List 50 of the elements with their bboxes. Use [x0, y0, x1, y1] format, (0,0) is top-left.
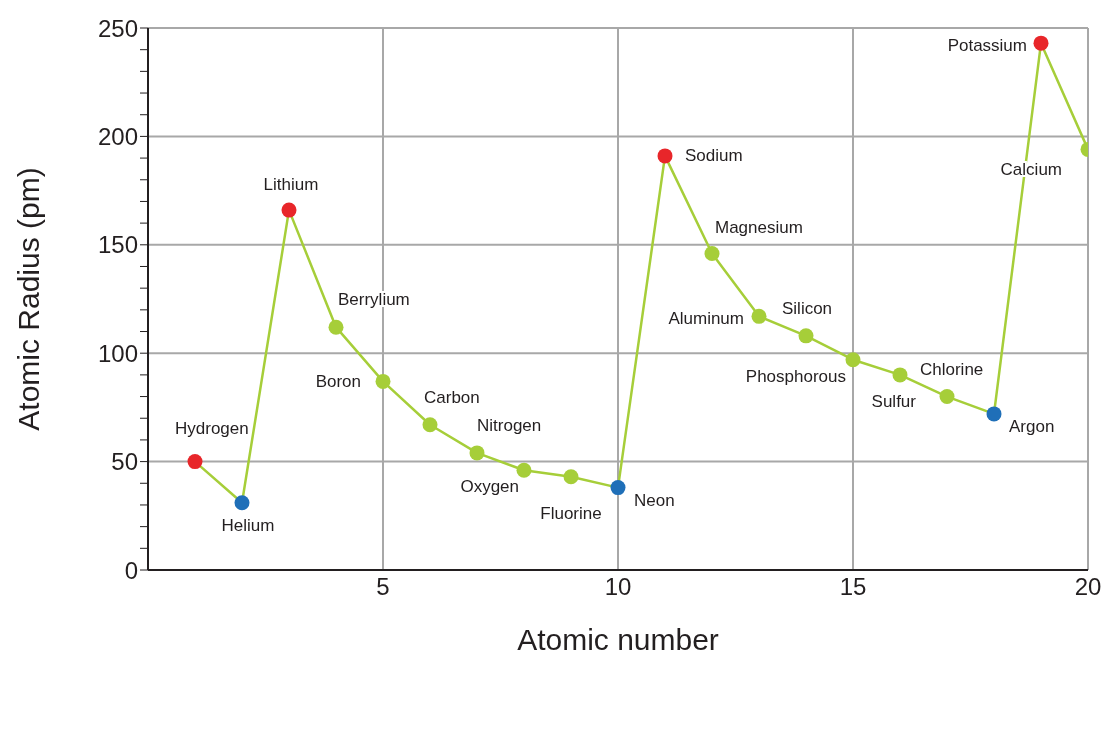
x-axis-title: Atomic number — [517, 623, 719, 656]
annotation: Berrylium — [338, 290, 410, 310]
point — [751, 308, 767, 324]
point — [892, 367, 908, 383]
y-tick-label: 250 — [97, 14, 138, 42]
annotation: Carbon — [424, 387, 480, 407]
annotation: Potassium — [947, 36, 1027, 56]
annotation: Aluminum — [668, 309, 744, 329]
point — [281, 202, 297, 218]
annotation: Sulfur — [871, 391, 917, 411]
x-tick-label: 5 — [376, 573, 390, 601]
annotation: Neon — [634, 490, 675, 510]
point — [563, 469, 579, 485]
annotation: Fluorine — [540, 503, 602, 523]
annotation: Silicon — [782, 298, 833, 318]
point — [845, 352, 861, 368]
point — [939, 389, 955, 405]
point — [657, 148, 673, 164]
point — [187, 454, 203, 470]
annotation: Boron — [315, 372, 361, 392]
point — [516, 462, 532, 478]
annotation: Nitrogen — [477, 415, 542, 435]
annotation: Lithium — [263, 175, 319, 195]
point — [422, 417, 438, 433]
annotation: Helium — [221, 515, 275, 535]
annotation: Sodium — [685, 145, 743, 165]
y-tick-label: 150 — [97, 231, 138, 259]
point — [234, 495, 250, 511]
y-tick-label: 0 — [124, 556, 138, 584]
x-tick-label: 10 — [604, 573, 632, 601]
point — [469, 445, 485, 461]
point — [798, 328, 814, 344]
point — [704, 245, 720, 261]
annotation: Magnesium — [715, 218, 803, 238]
point — [986, 406, 1002, 422]
annotation: Phosphorous — [745, 366, 846, 386]
x-tick-label: 20 — [1074, 573, 1102, 601]
point — [1033, 35, 1049, 51]
point — [610, 480, 626, 496]
y-tick-label: 100 — [97, 339, 138, 367]
y-axis-title: Atomic Radius (pm) — [11, 167, 45, 431]
annotation: Hydrogen — [175, 418, 249, 438]
y-tick-label: 50 — [111, 448, 138, 476]
point — [328, 319, 344, 335]
x-tick-label: 15 — [839, 573, 867, 601]
annotation: Chlorine — [920, 359, 984, 379]
annotation: Oxygen — [460, 477, 519, 497]
point — [375, 373, 391, 389]
annotation: Argon — [1009, 416, 1055, 436]
y-tick-label: 200 — [97, 122, 138, 150]
